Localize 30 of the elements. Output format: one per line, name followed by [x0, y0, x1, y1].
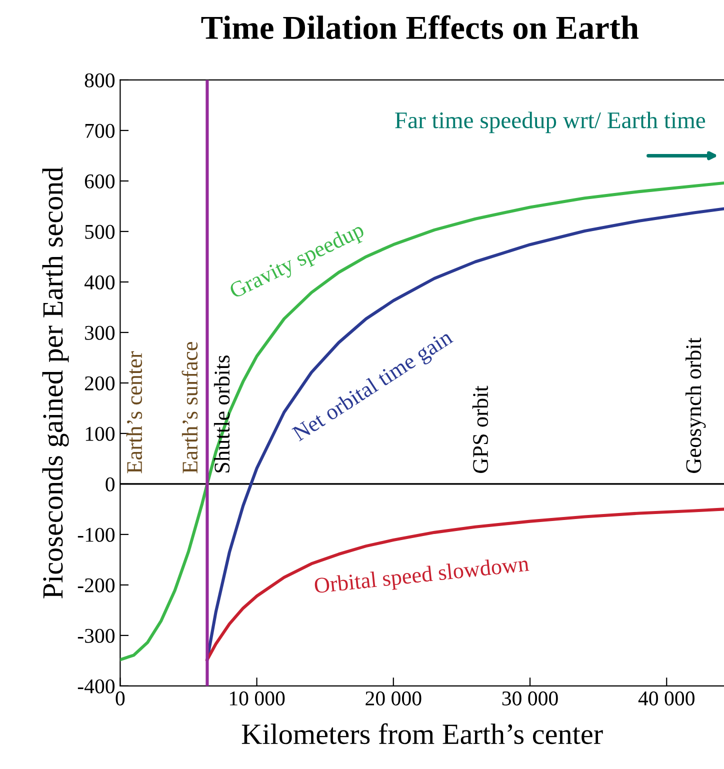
y-tick-label: 700 [85, 124, 115, 138]
y-axis-title: Picoseconds gained per Earth second [42, 167, 69, 598]
y-tick-label: 800 [84, 73, 115, 88]
y-tick-label: 200 [84, 376, 115, 390]
annotation: Earth’s surface [182, 342, 198, 474]
line-series [206, 508, 724, 662]
x-tick-label: 30 000 [502, 691, 558, 706]
y-tick-label: 600 [84, 174, 115, 188]
x-axis-title: Kilometers from Earth’s center [242, 723, 603, 744]
y-tick-label: 500 [85, 224, 115, 239]
annotation: Geosynch orbit [686, 338, 706, 473]
x-tick-label: 20 000 [366, 691, 422, 706]
annotation: GPS orbit [472, 386, 488, 473]
y-tick-label: -100 [78, 528, 115, 542]
annotation: Far time speedup wrt/ Earth time [395, 112, 706, 134]
annotation: Shuttle orbits [214, 356, 230, 472]
y-tick-label: 400 [84, 275, 115, 290]
x-tick-label: 10 000 [230, 691, 285, 706]
y-tick-label: 300 [85, 326, 115, 340]
y-tick-label: -300 [78, 628, 115, 643]
y-tick-label: 100 [86, 426, 115, 441]
x-tick-label: 0 [116, 691, 125, 706]
y-tick-label: 0 [106, 477, 115, 492]
chart-title: Time Dilation Effects on Earth [201, 15, 639, 40]
annotation: Earth’s center [126, 351, 142, 474]
x-tick-label: 40 000 [638, 691, 694, 706]
y-tick-label: -200 [78, 578, 115, 592]
line-series [120, 181, 724, 662]
text: Orbital speed slowdown [314, 555, 530, 598]
y-tick-label: -400 [78, 679, 115, 694]
